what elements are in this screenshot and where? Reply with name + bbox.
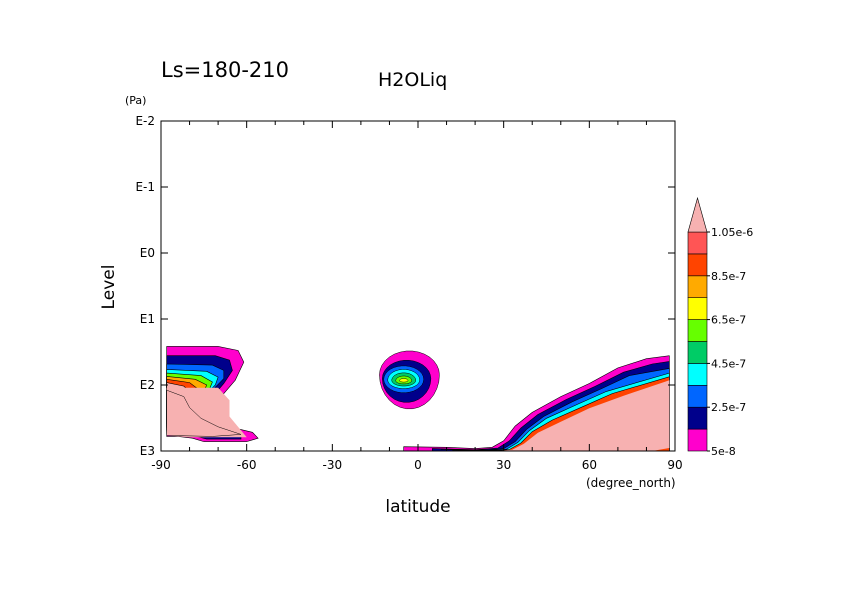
tropical-cloud-band [399,378,409,383]
colorbar-swatch [687,384,708,408]
y-tick-label: E3 [140,444,155,458]
colorbar-label: 5e-8 [711,445,736,458]
x-tick-label: -60 [237,458,257,472]
colorbar-swatch [687,253,708,277]
x-tick-label: -90 [151,458,171,472]
x-tick-label: 30 [496,458,511,472]
colorbar-label: 4.5e-7 [711,357,746,370]
colorbar-swatch [687,231,708,255]
colorbar-label: 6.5e-7 [711,314,746,327]
x-tick-label: -30 [323,458,343,472]
south-masked-core [166,389,242,437]
colorbar-label: 1.05e-6 [711,226,753,239]
colorbar-label: 8.5e-7 [711,270,746,283]
x-tick-label: 0 [414,458,422,472]
colorbar-swatch [687,428,708,452]
colorbar-label: 2.5e-7 [711,401,746,414]
north-masked-area [463,380,670,451]
y-unit-label: (Pa) [125,94,146,107]
y-tick-label: E1 [140,312,155,326]
colorbar-swatch [687,297,708,320]
x-axis-label: latitude [385,497,450,517]
y-tick-label: E-2 [135,114,155,128]
y-tick-label: E2 [140,378,155,392]
chart-subtitle: Ls=180-210 [161,58,289,82]
colorbar-extend-triangle [687,196,708,233]
chart-title: H2OLiq [378,69,447,91]
x-tick-label: 60 [582,458,597,472]
colorbar-swatch [687,319,708,342]
y-tick-label: E-1 [135,180,155,194]
y-axis-label: Level [99,265,119,310]
y-tick-label: E0 [140,246,155,260]
colorbar-swatch [687,406,708,430]
colorbar-swatch [687,275,708,298]
x-unit-label: (degree_north) [586,476,676,490]
colorbar-swatch [687,341,708,364]
colorbar-swatch [687,363,708,386]
x-tick-label: 90 [667,458,682,472]
